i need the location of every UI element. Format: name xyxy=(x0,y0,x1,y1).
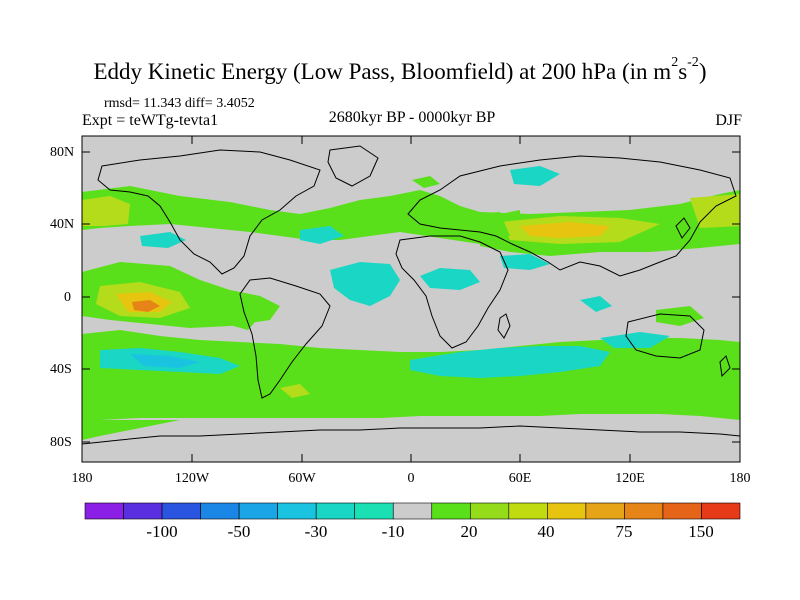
colorbar-box xyxy=(84,502,124,520)
coast-japan xyxy=(675,217,691,239)
field-cyan-trop-atl xyxy=(330,262,400,306)
stats-text: rmsd= 11.343 diff= 3.4052 xyxy=(104,96,255,111)
colorbar-box xyxy=(315,502,356,520)
colorbar-label: 40 xyxy=(537,522,555,541)
map-field xyxy=(82,136,740,462)
coast-new-zealand xyxy=(719,355,731,378)
colorbar-box xyxy=(123,502,163,520)
field-green-trop-atl xyxy=(222,296,264,330)
lon-label-180w: 180 xyxy=(71,471,93,486)
field-yellow-sh xyxy=(280,384,310,398)
lon-label-120w: 120W xyxy=(174,471,210,486)
field-cyan-africa xyxy=(420,268,480,290)
colorbar-box xyxy=(547,502,587,520)
field-cyan-arabia xyxy=(500,254,550,270)
coast-africa xyxy=(395,235,509,349)
field-green-arctic xyxy=(412,176,440,188)
field-green-sh-pac-ext xyxy=(82,420,180,440)
colorbar-label: -30 xyxy=(304,522,328,541)
field-cyan-atl-north xyxy=(300,226,344,244)
colorbar-box xyxy=(585,502,625,520)
lat-label-0: 0 xyxy=(64,290,71,305)
lon-ticks xyxy=(81,136,741,462)
colorbar xyxy=(84,502,741,520)
field-orange-asia xyxy=(520,222,610,238)
lat-label-80n: 80N xyxy=(50,145,75,160)
field-yellow-nh-west xyxy=(82,196,130,226)
colorbar-label: -100 xyxy=(146,522,178,541)
colorbar-box xyxy=(161,502,201,520)
lat-ticks xyxy=(82,151,740,443)
coast-antarctica xyxy=(82,425,740,445)
colorbar-box xyxy=(354,502,394,520)
lon-label-60e: 60E xyxy=(508,471,532,486)
colorbar-box xyxy=(431,502,471,520)
colorbar-box xyxy=(624,502,664,520)
colorbar-label: -50 xyxy=(227,522,251,541)
field-cyan-nh-pac xyxy=(140,232,186,248)
lat-label-40s: 40S xyxy=(50,362,72,377)
field-blue-sh-pac xyxy=(130,354,200,368)
colorbar-label: 20 xyxy=(460,522,478,541)
coast-australia xyxy=(625,313,705,359)
colorbar-box xyxy=(200,502,240,520)
colorbar-box xyxy=(508,502,548,520)
colorbar-box xyxy=(469,502,510,520)
coast-greenland xyxy=(327,145,379,187)
figure-title: Eddy Kinetic Energy (Low Pass, Bloomfiel… xyxy=(93,55,707,84)
colorbar-label: 75 xyxy=(615,522,633,541)
field-red-trop-pac xyxy=(132,300,160,312)
lon-label-0: 0 xyxy=(407,471,415,486)
season-label: DJF xyxy=(715,112,742,129)
field-cyan-sh-indian xyxy=(580,296,612,312)
period-label: 2680kyr BP - 0000kyr BP xyxy=(328,109,496,126)
colorbar-box xyxy=(701,502,741,520)
field-green-nh-pacific xyxy=(82,186,520,248)
coast-madagascar xyxy=(497,313,511,339)
lon-label-120e: 120E xyxy=(615,471,645,486)
colorbar-box xyxy=(662,502,702,520)
coast-south-america xyxy=(239,277,331,399)
lon-label-180e: 180 xyxy=(729,471,751,486)
colorbar-box xyxy=(392,502,433,520)
lon-label-60w: 60W xyxy=(288,471,316,486)
colorbar-label: -10 xyxy=(381,522,405,541)
coastlines xyxy=(82,145,740,445)
lat-label-40n: 40N xyxy=(50,217,75,232)
field-cyan-south-atl xyxy=(410,346,610,378)
field-green-atl-high xyxy=(440,212,510,240)
experiment-label: Expt = teWTg-tevta1 xyxy=(82,112,219,129)
lat-label-80s: 80S xyxy=(50,435,72,450)
colorbar-box xyxy=(238,502,278,520)
coast-north-america xyxy=(97,149,321,275)
field-cyan-indian xyxy=(600,332,670,348)
colorbar-label: 150 xyxy=(688,522,714,541)
colorbar-box xyxy=(277,502,317,520)
coast-europe-asia xyxy=(407,155,737,277)
field-cyan-arctic xyxy=(510,166,560,186)
field-green-aus xyxy=(656,306,704,326)
